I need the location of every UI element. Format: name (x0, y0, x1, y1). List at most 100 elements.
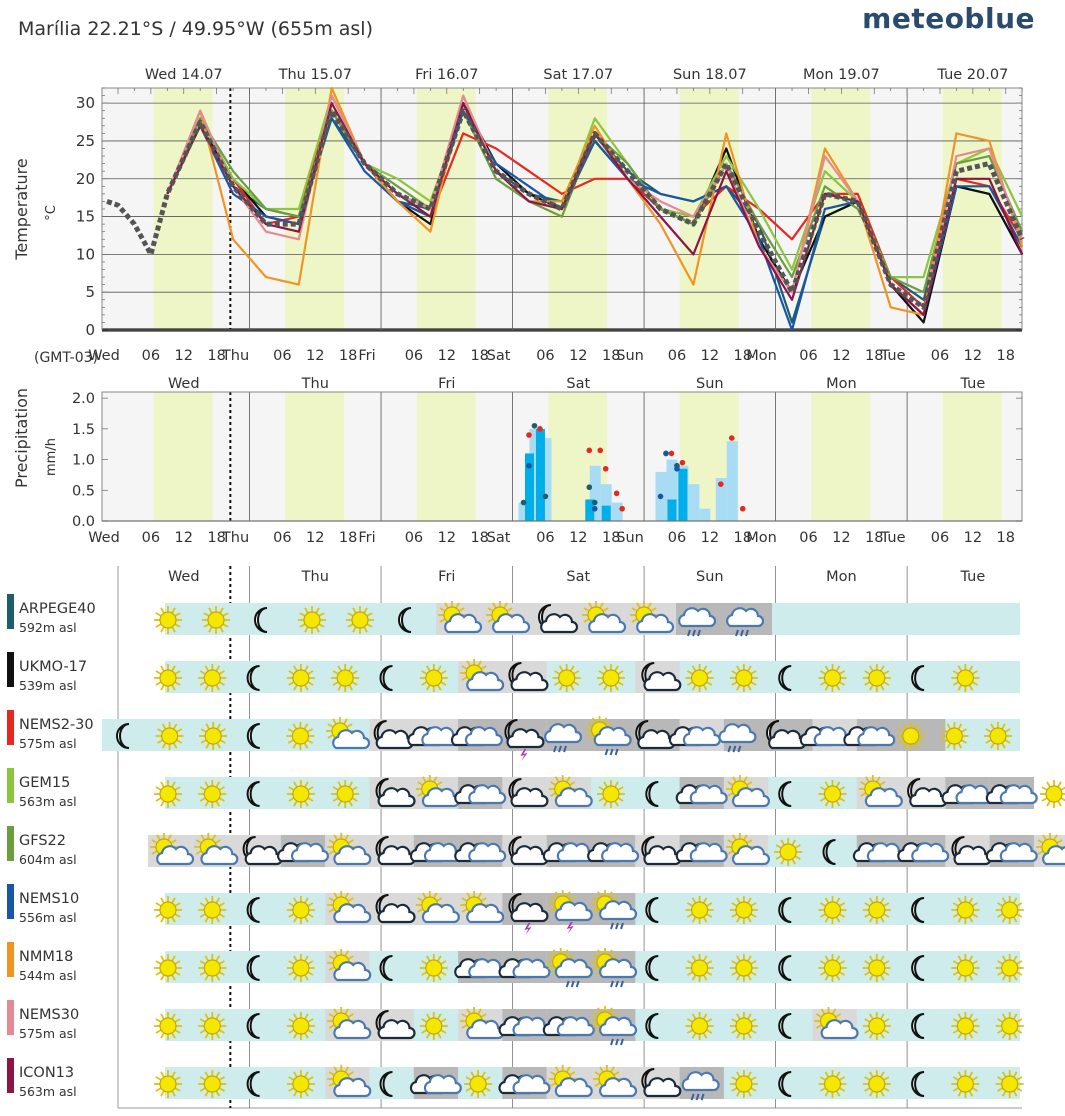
moon-icon (246, 723, 260, 749)
sun-ray (985, 728, 992, 733)
precip-bar-range (666, 459, 678, 521)
sun-ray (864, 670, 871, 675)
sun-ray (215, 781, 221, 788)
sun-ray (731, 902, 738, 907)
sun-ray (835, 684, 841, 691)
sun-disc (690, 669, 709, 687)
sun-disc (868, 669, 886, 687)
sun-ray (614, 781, 619, 788)
sun-ray (732, 834, 737, 841)
precip-model-point (526, 432, 532, 438)
sun-icon (597, 664, 625, 692)
cloud-icon (454, 784, 507, 805)
sun-ray (603, 684, 608, 691)
sun-ray (1041, 797, 1048, 802)
sun-ray (702, 955, 708, 962)
sun-ray (794, 855, 801, 860)
sun-ray (1001, 1013, 1007, 1020)
sun-ray (157, 728, 164, 733)
sun-icon (862, 896, 891, 924)
sun-ray (218, 797, 225, 802)
sun-ray (957, 1013, 963, 1020)
temp-hour-label: 12 (832, 348, 850, 364)
precip-model-point (674, 465, 680, 472)
moon-shape (246, 955, 260, 981)
sun-ray (218, 681, 225, 686)
sun-ray (687, 902, 694, 907)
sun-ray (960, 739, 967, 744)
sun-disc (425, 959, 443, 977)
sun-ray (304, 1032, 309, 1039)
precip-bar-range (715, 478, 727, 521)
sun-cloud-icon (630, 601, 675, 634)
sun-ray (957, 723, 963, 730)
temp-hour-label: 18 (602, 348, 620, 364)
precip-hour-label: Wed (88, 530, 120, 546)
precip-bar-range (611, 502, 623, 521)
sun-ray (470, 1071, 475, 1078)
sun-cloud-icon (460, 891, 505, 924)
cloud-icon (276, 842, 329, 863)
sun-ray (914, 742, 919, 749)
sun-ray (1001, 974, 1007, 981)
model-row: UKMO-17 539m asl (7, 652, 1020, 693)
sun-ray (747, 1071, 752, 1078)
sun-ray (218, 913, 225, 918)
precip-hour-label: 12 (175, 530, 193, 546)
sun-ray (171, 800, 176, 807)
temp-hour-label: 18 (733, 348, 751, 364)
cloud-shape (599, 958, 638, 979)
sun-ray (477, 892, 482, 899)
sun-icon (862, 1012, 891, 1040)
sun-icon (774, 838, 803, 866)
sun-disc (956, 669, 975, 687)
sun-ray (288, 1018, 295, 1023)
moon-cloud-icon (641, 662, 682, 692)
sun-ray (215, 800, 221, 807)
sun-cloud-icon (1036, 833, 1065, 866)
precip-hour-label: 06 (799, 530, 817, 546)
sun-ray (860, 781, 867, 786)
sun-ray (819, 1076, 827, 1081)
moon-cloud-icon (538, 604, 579, 634)
sun-ray (750, 1087, 757, 1092)
sun-ray (838, 1076, 846, 1081)
sun-ray (307, 670, 314, 675)
sun-disc (690, 959, 709, 977)
sun-ray (617, 670, 624, 675)
rain-cloud-icon (726, 607, 765, 637)
sun-ray (461, 897, 468, 902)
moon-icon (379, 665, 393, 691)
model-color-bar (7, 594, 14, 629)
sun-icon (597, 780, 625, 808)
precip-hour-label: Thu (221, 530, 249, 546)
sun-ray (337, 665, 342, 672)
cloud-shape (999, 784, 1038, 805)
sun-ray (819, 786, 827, 791)
sun-ray (750, 681, 757, 686)
sun-ray (603, 665, 608, 672)
sun-ray (160, 955, 165, 962)
sun-ray (736, 974, 741, 981)
brand-logo[interactable]: meteoblue (862, 2, 1035, 35)
sun-ray (952, 670, 959, 675)
cloud-shape (466, 903, 505, 924)
sun-ray (458, 607, 465, 612)
sun-ray (307, 1076, 314, 1081)
moon-shape (398, 607, 412, 633)
sun-ray (554, 891, 560, 898)
moon-shape (911, 897, 925, 923)
sun-ray (880, 1013, 885, 1020)
cloud-shape (726, 607, 765, 628)
sun-ray (307, 1087, 314, 1092)
sun-ray (155, 670, 162, 675)
sun-ray (337, 684, 342, 691)
precip-day-label: Tue (959, 376, 985, 392)
cloud-shape (377, 787, 416, 808)
sun-ray (506, 607, 513, 612)
cloud-icon (450, 726, 503, 747)
sun-ray (174, 902, 181, 907)
moon-shape (778, 955, 792, 981)
temp-tick-label: 30 (76, 94, 95, 112)
sun-ray (337, 781, 342, 788)
